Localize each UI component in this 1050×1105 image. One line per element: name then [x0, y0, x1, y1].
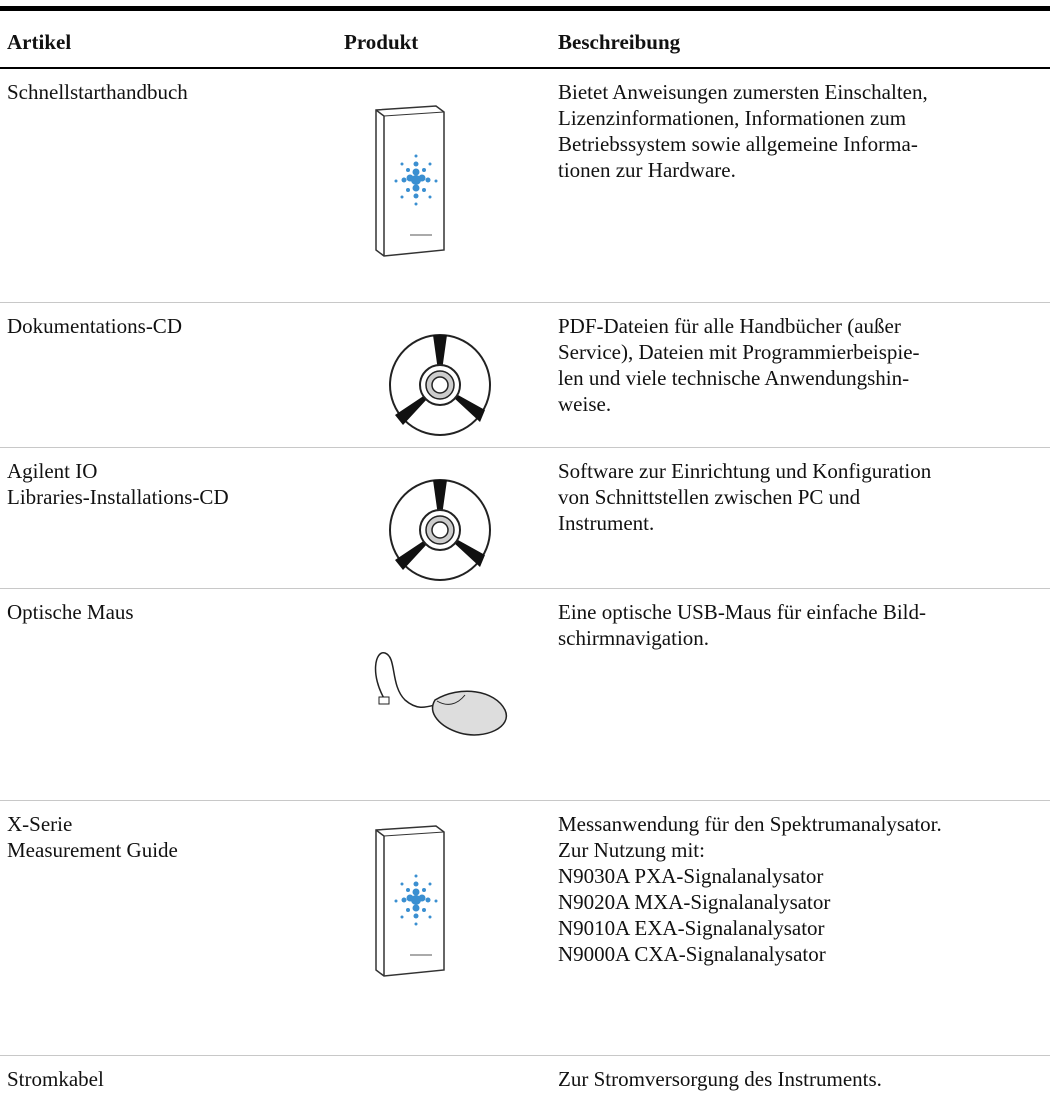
- item-text: Optische Maus: [7, 600, 134, 624]
- description-text: tionen zur Hardware.: [558, 158, 736, 182]
- description-text: Eine optische USB-Maus für einfache Bild…: [558, 600, 926, 624]
- description-text: len und viele technische Anwendungshin-: [558, 366, 910, 390]
- description-text: Bietet Anweisungen zumersten Einschalten…: [558, 80, 928, 104]
- top-rule: [0, 6, 1050, 11]
- description-text: Betriebssystem sowie allgemeine Informa-: [558, 132, 918, 156]
- row-rule: [0, 1055, 1050, 1056]
- description-text: Messanwendung für den Spektrumanalysator…: [558, 812, 942, 836]
- item-text: Schnellstarthandbuch: [7, 80, 188, 104]
- description-text: N9000A CXA-Signalanalysator: [558, 942, 826, 966]
- item-text: Stromkabel: [7, 1067, 104, 1091]
- description-text: Zur Stromversorgung des Instruments.: [558, 1067, 882, 1091]
- item-text: Dokumentations-CD: [7, 314, 182, 338]
- cd-icon: [389, 479, 491, 581]
- description-text: weise.: [558, 392, 612, 416]
- description-text: N9020A MXA-Signalanalysator: [558, 890, 831, 914]
- book-icon: [375, 825, 445, 977]
- item-text: Measurement Guide: [7, 838, 178, 862]
- description-text: PDF-Dateien für alle Handbücher (außer: [558, 314, 901, 338]
- row-rule: [0, 302, 1050, 303]
- description-text: Software zur Einrichtung und Konfigurati…: [558, 459, 932, 483]
- row-rule: [0, 800, 1050, 801]
- description-text: schirmnavigation.: [558, 626, 710, 650]
- item-text: X-Serie: [7, 812, 73, 836]
- header-cell: Beschreibung: [558, 30, 681, 54]
- description-text: Service), Dateien mit Programmierbeispie…: [558, 340, 920, 364]
- row-rule: [0, 588, 1050, 589]
- description-text: Instrument.: [558, 511, 655, 535]
- header-cell: Produkt: [344, 30, 419, 54]
- item-text: Agilent IO: [7, 459, 98, 483]
- description-text: Lizenzinformationen, Informationen zum: [558, 106, 907, 130]
- description-text: N9010A EXA-Signalanalysator: [558, 916, 825, 940]
- mouse-icon: [374, 652, 508, 736]
- header-rule: [0, 67, 1050, 69]
- book-icon: [375, 105, 445, 257]
- description-text: Zur Nutzung mit:: [558, 838, 705, 862]
- description-text: von Schnittstellen zwischen PC und: [558, 485, 861, 509]
- row-rule: [0, 447, 1050, 448]
- cd-icon: [389, 334, 491, 436]
- header-cell: Artikel: [7, 30, 72, 54]
- item-text: Libraries-Installations-CD: [7, 485, 229, 509]
- description-text: N9030A PXA-Signalanalysator: [558, 864, 824, 888]
